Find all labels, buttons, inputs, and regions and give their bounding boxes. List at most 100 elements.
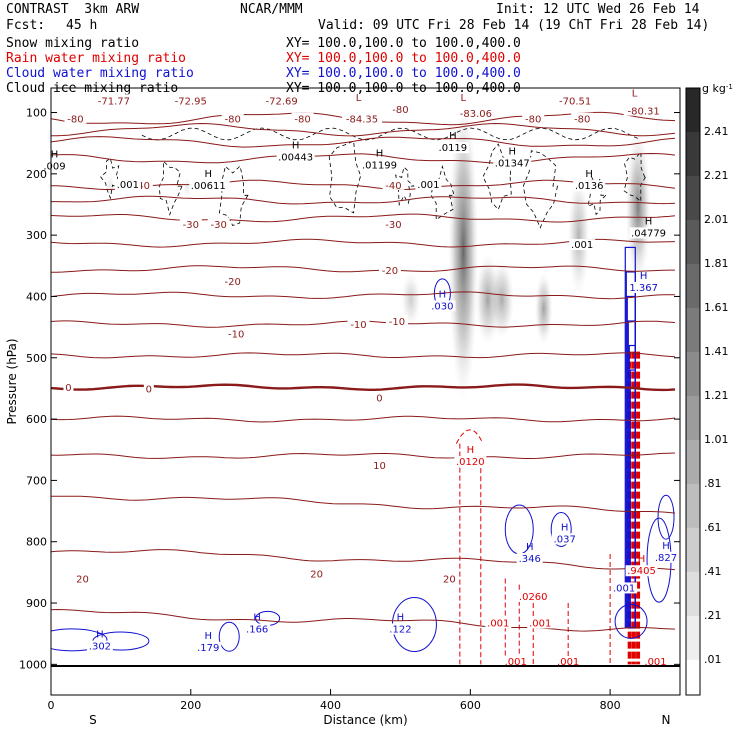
contour-label-bg-28 bbox=[74, 572, 91, 584]
extremum-value-bg-13 bbox=[454, 456, 487, 468]
temperature-contour-40 bbox=[51, 179, 676, 190]
contour-label-bg-16 bbox=[179, 218, 202, 230]
contour-label-30: -30 bbox=[211, 220, 227, 231]
extremum-value-001: .001 bbox=[487, 618, 509, 629]
contour-label-bg-9 bbox=[291, 112, 314, 124]
contour-label-80-31: -80.31 bbox=[628, 107, 660, 118]
plot-frame bbox=[50, 87, 681, 696]
contour-label-bg-24 bbox=[63, 381, 74, 393]
temperature-contour-0 bbox=[51, 383, 676, 392]
colorbar-swatch-12 bbox=[686, 615, 700, 661]
colorbar-tick-2-41: 2.41 bbox=[704, 125, 729, 138]
extremum-value-0119: .0119 bbox=[439, 143, 468, 154]
snow-cell-4 bbox=[567, 173, 590, 297]
extremum-value-0136: .0136 bbox=[575, 181, 604, 192]
y-tick-label-900: 900 bbox=[26, 597, 47, 610]
contour-label-30: -30 bbox=[385, 220, 401, 231]
extremum-value-001: .001 bbox=[557, 657, 579, 668]
cloud-ice-contour-1 bbox=[158, 160, 183, 216]
extremum-value-bg-11 bbox=[627, 281, 660, 293]
colorbar-tick-01: .01 bbox=[704, 653, 722, 666]
colorbar-tick-2-01: 2.01 bbox=[704, 213, 729, 226]
extremum-value-166: .166 bbox=[246, 624, 268, 635]
contour-label-20: 20 bbox=[76, 575, 89, 586]
cloud-ice-contour-2 bbox=[218, 165, 249, 226]
colorbar-tick-2-21: 2.21 bbox=[704, 169, 729, 182]
contour-label-0: 0 bbox=[376, 394, 382, 405]
cloud-ice-contour-9 bbox=[623, 150, 647, 203]
colorbar-units-exp: -1 bbox=[726, 83, 733, 91]
contour-label-bg-3 bbox=[342, 112, 383, 124]
contour-label-bg-15 bbox=[382, 178, 405, 190]
x-tick-label-200: 200 bbox=[180, 699, 201, 712]
extremum-marker-h: H bbox=[638, 554, 646, 565]
extremum-value-0120: .0120 bbox=[456, 457, 485, 468]
contour-label-30: -30 bbox=[183, 220, 199, 231]
contour-label-bg-11 bbox=[522, 112, 545, 124]
extremum-value-04779: .04779 bbox=[631, 228, 666, 239]
colorbar-swatch-11 bbox=[686, 571, 700, 617]
extremum-value-bg-8 bbox=[573, 180, 606, 192]
contour-label-10: -10 bbox=[389, 317, 405, 328]
extremum-value-bg-22 bbox=[502, 655, 529, 667]
center-label: NCAR/MMM bbox=[240, 2, 303, 17]
extremum-value-bg-21 bbox=[527, 617, 554, 629]
contour-label-bg-12 bbox=[571, 112, 594, 124]
colorbar-units: g kg-1 bbox=[702, 82, 733, 95]
y-tick-label-500: 500 bbox=[26, 352, 47, 365]
extremum-marker-h: H bbox=[561, 522, 569, 533]
extremum-value-bg-20 bbox=[485, 617, 512, 629]
contour-label-70-51: -70.51 bbox=[559, 96, 591, 107]
valid-time: Valid: 09 UTC Fri 28 Feb 14 (19 ChT Fri … bbox=[318, 18, 710, 33]
contour-label-bg-7 bbox=[64, 112, 87, 124]
contour-label-bg-5 bbox=[555, 94, 596, 106]
temperature-contour-60 bbox=[51, 136, 676, 148]
temperature-contour-5 bbox=[51, 415, 676, 423]
colorbar-tick-1-81: 1.81 bbox=[704, 257, 729, 270]
temperature-contour-15 bbox=[51, 495, 676, 514]
snow-cell-2 bbox=[489, 259, 515, 340]
extremum-marker-h: H bbox=[645, 216, 653, 227]
contour-label-bg-19 bbox=[221, 275, 244, 287]
colorbar: 2.41 2.21 2.01 1.81 1.61 1.41 1.21 1.01 .81 .61 .4… bbox=[685, 82, 733, 705]
field-cloud-water-name: Cloud water mixing ratio bbox=[6, 66, 194, 81]
extremum-marker-h: H bbox=[449, 131, 457, 142]
field-rain-xy: XY= 100.0,100.0 to 100.0,400.0 bbox=[286, 51, 521, 66]
field-snow-name: Snow mixing ratio bbox=[6, 36, 140, 51]
contour-label-bg-1 bbox=[170, 94, 211, 106]
cloud-water-contour-0 bbox=[51, 628, 108, 652]
colorbar-swatch-5 bbox=[686, 307, 700, 353]
colorbar-tick-41: .41 bbox=[704, 565, 722, 578]
contour-label-bg-27 bbox=[371, 459, 388, 471]
x-tick-label-800: 800 bbox=[600, 699, 621, 712]
colorbar-tick-1-41: 1.41 bbox=[704, 345, 729, 358]
contour-label-10: 10 bbox=[373, 461, 386, 472]
extremum-value-bg-17 bbox=[625, 565, 658, 577]
contour-label-40: -40 bbox=[134, 181, 150, 192]
extremum-value-bg-15 bbox=[516, 552, 543, 564]
extremum-value-122: .122 bbox=[389, 624, 411, 635]
extremum-value-00443: .00443 bbox=[278, 152, 313, 163]
contour-label-bg-22 bbox=[347, 318, 370, 330]
contour-label-0: 0 bbox=[146, 384, 152, 395]
extremum-value-bg-26 bbox=[195, 641, 222, 653]
extremum-value-bg-18 bbox=[653, 551, 680, 563]
y-tick-label-400: 400 bbox=[26, 290, 47, 303]
extremum-value-bg-1 bbox=[114, 178, 141, 190]
extremum-value-bg-4 bbox=[360, 159, 399, 171]
extremum-marker-h: H bbox=[662, 541, 670, 552]
colorbar-swatch-4 bbox=[686, 263, 700, 309]
contour-label-80: -80 bbox=[294, 115, 310, 126]
extremum-value-bg-19 bbox=[611, 582, 638, 594]
extremum-value-00611: .00611 bbox=[191, 181, 226, 192]
temperature-contour-30 bbox=[51, 213, 676, 223]
x-tick-label-400: 400 bbox=[320, 699, 341, 712]
y-tick-label-100: 100 bbox=[26, 107, 47, 120]
y-axis-label: Pressure (hPa) bbox=[5, 338, 19, 424]
extremum-value-001: .001 bbox=[613, 583, 635, 594]
colorbar-swatch-2 bbox=[686, 175, 700, 221]
extremum-value-bg-9 bbox=[569, 239, 596, 251]
south-end-label: S bbox=[89, 713, 97, 727]
extremum-value-0260: .0260 bbox=[519, 592, 548, 603]
field-snow-xy: XY= 100.0,100.0 to 100.0,400.0 bbox=[286, 36, 521, 51]
